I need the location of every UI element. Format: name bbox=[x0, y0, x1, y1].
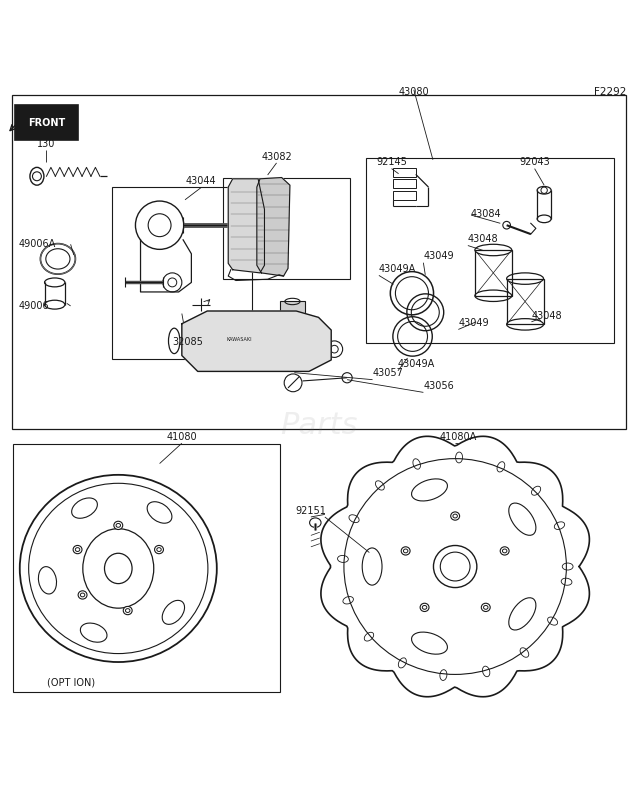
Bar bbox=[13, 445, 280, 692]
Text: KAWASAKI: KAWASAKI bbox=[226, 337, 252, 342]
Bar bbox=[112, 187, 252, 358]
Text: 43049: 43049 bbox=[459, 318, 489, 328]
Bar bbox=[15, 105, 78, 140]
Text: 41080A: 41080A bbox=[440, 432, 477, 442]
Text: 43082: 43082 bbox=[261, 152, 292, 162]
Text: 43049: 43049 bbox=[424, 251, 454, 262]
Text: 49006: 49006 bbox=[18, 301, 49, 311]
Bar bbox=[506, 278, 543, 324]
Bar bbox=[12, 95, 626, 429]
Text: 43049A: 43049A bbox=[398, 359, 435, 370]
Polygon shape bbox=[257, 178, 290, 276]
Circle shape bbox=[209, 332, 231, 354]
Ellipse shape bbox=[401, 546, 410, 555]
Bar bbox=[280, 302, 304, 318]
Ellipse shape bbox=[310, 518, 321, 527]
Circle shape bbox=[254, 332, 275, 354]
Ellipse shape bbox=[123, 606, 132, 614]
Text: 41080: 41080 bbox=[166, 432, 197, 442]
Ellipse shape bbox=[451, 512, 460, 520]
Bar bbox=[393, 191, 416, 200]
Circle shape bbox=[284, 374, 302, 392]
Ellipse shape bbox=[500, 546, 509, 555]
Circle shape bbox=[202, 325, 238, 361]
Circle shape bbox=[268, 185, 280, 196]
Text: 43048: 43048 bbox=[531, 310, 562, 321]
Text: F2292: F2292 bbox=[594, 86, 627, 97]
Ellipse shape bbox=[114, 522, 123, 530]
Bar bbox=[366, 158, 614, 342]
Ellipse shape bbox=[420, 603, 429, 611]
Text: 130: 130 bbox=[38, 139, 55, 149]
Text: 43056: 43056 bbox=[424, 381, 454, 391]
Text: 32085: 32085 bbox=[173, 338, 204, 347]
Bar bbox=[393, 168, 416, 177]
Circle shape bbox=[342, 373, 352, 383]
Polygon shape bbox=[228, 179, 264, 273]
Text: 43048: 43048 bbox=[468, 234, 499, 244]
Polygon shape bbox=[182, 311, 331, 371]
Text: 43057: 43057 bbox=[373, 368, 403, 378]
Text: FRONT: FRONT bbox=[28, 118, 65, 127]
Text: (OPT ION): (OPT ION) bbox=[47, 678, 95, 687]
Text: 92043: 92043 bbox=[519, 158, 550, 167]
Bar bbox=[223, 178, 350, 279]
Ellipse shape bbox=[482, 603, 490, 611]
Text: 43080: 43080 bbox=[399, 86, 429, 97]
Text: 92151: 92151 bbox=[296, 506, 326, 516]
Text: Parts: Parts bbox=[280, 411, 357, 440]
Text: 43044: 43044 bbox=[185, 177, 216, 186]
Circle shape bbox=[326, 341, 343, 358]
Ellipse shape bbox=[155, 546, 164, 554]
Circle shape bbox=[268, 258, 280, 270]
Bar bbox=[393, 179, 416, 188]
Text: 43084: 43084 bbox=[471, 209, 502, 218]
Text: 92145: 92145 bbox=[376, 158, 407, 167]
Circle shape bbox=[238, 182, 250, 194]
Ellipse shape bbox=[73, 546, 82, 554]
Text: 49006A: 49006A bbox=[18, 239, 56, 250]
Ellipse shape bbox=[78, 591, 87, 599]
Circle shape bbox=[247, 325, 282, 361]
Text: 43049A: 43049A bbox=[379, 264, 416, 274]
Circle shape bbox=[238, 256, 250, 267]
Bar bbox=[475, 250, 512, 296]
